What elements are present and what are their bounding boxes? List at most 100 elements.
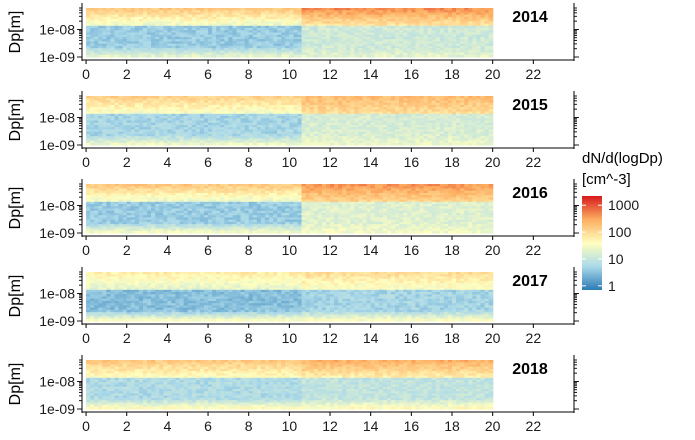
heatmap-cell: [179, 100, 185, 104]
heatmap-cell: [427, 50, 433, 54]
heatmap-cell: [90, 43, 95, 47]
heatmap-cell: [342, 122, 347, 126]
heatmap-cell: [118, 192, 124, 196]
heatmap-cell: [232, 111, 238, 115]
heatmap-cell: [159, 107, 164, 110]
heatmap-cell: [126, 215, 132, 219]
heatmap-cell: [208, 10, 213, 14]
heatmap-cell: [224, 116, 229, 119]
heatmap-cell: [118, 118, 124, 122]
heatmap-cell: [403, 21, 408, 25]
heatmap-cell: [106, 113, 112, 117]
heatmap-cell: [90, 14, 95, 18]
heatmap-cell: [167, 201, 173, 205]
x-tick-label: 6: [204, 154, 212, 170]
heatmap-cell: [472, 48, 478, 51]
heatmap-cell: [419, 107, 425, 110]
heatmap-cell: [147, 34, 152, 38]
heatmap-cell: [484, 10, 490, 14]
heatmap-cell: [171, 102, 177, 106]
heatmap-cell: [151, 102, 156, 106]
heatmap-cell: [281, 120, 286, 124]
heatmap-cell: [391, 129, 396, 133]
heatmap-cell: [183, 52, 189, 56]
heatmap-cell: [403, 120, 408, 124]
heatmap-cell: [240, 23, 246, 27]
heatmap-cell: [480, 111, 486, 115]
heatmap-cell: [159, 221, 164, 225]
heatmap-cell: [293, 34, 299, 38]
heatmap-cell: [208, 129, 213, 133]
heatmap-cell: [94, 133, 99, 137]
heatmap-cell: [435, 50, 441, 54]
heatmap-cell: [325, 107, 331, 110]
heatmap-cell: [289, 120, 295, 124]
heatmap-cell: [228, 124, 234, 128]
heatmap-cell: [163, 52, 168, 56]
heatmap-cell: [118, 142, 124, 146]
heatmap-cell: [472, 43, 478, 47]
heatmap-cell: [195, 107, 201, 110]
heatmap-cell: [354, 104, 360, 108]
heatmap-cell: [362, 120, 368, 124]
heatmap-cell: [362, 48, 368, 51]
heatmap-cell: [171, 113, 177, 117]
heatmap-cell: [431, 41, 437, 45]
heatmap-cell: [382, 23, 388, 27]
heatmap-cell: [273, 113, 278, 117]
heatmap-cell: [472, 39, 478, 43]
heatmap-cell: [423, 12, 429, 16]
heatmap-cell: [464, 96, 469, 99]
heatmap-cell: [317, 14, 323, 18]
heatmap-cell: [273, 25, 278, 29]
heatmap-cell: [142, 36, 148, 40]
heatmap-cell: [419, 48, 425, 51]
heatmap-cell: [399, 23, 404, 27]
heatmap-cell: [342, 41, 347, 45]
heatmap-cell: [382, 140, 388, 144]
heatmap-cell: [305, 28, 311, 31]
heatmap-cell: [374, 36, 380, 40]
heatmap-cell: [183, 21, 189, 25]
heatmap-cell: [167, 116, 173, 119]
heatmap-cell: [415, 118, 421, 122]
heatmap-cell: [187, 142, 193, 146]
heatmap-cell: [151, 201, 156, 205]
heatmap-cell: [452, 107, 457, 110]
heatmap-cell: [427, 124, 433, 128]
heatmap-cell: [431, 120, 437, 124]
heatmap-cell: [277, 48, 282, 51]
heatmap-cell: [244, 133, 250, 137]
heatmap-cell: [187, 41, 193, 45]
heatmap-cell: [264, 10, 270, 14]
heatmap-cell: [187, 98, 193, 102]
heatmap-cell: [313, 34, 319, 38]
heatmap-cell: [248, 133, 254, 137]
heatmap-cell: [118, 120, 124, 124]
heatmap-cell: [171, 186, 177, 190]
heatmap-cell: [358, 96, 364, 99]
heatmap-cell: [130, 204, 136, 207]
heatmap-cell: [488, 100, 494, 104]
heatmap-cell: [386, 39, 392, 43]
heatmap-cell: [419, 140, 425, 144]
heatmap-cell: [472, 96, 478, 99]
heatmap-cell: [212, 131, 217, 135]
heatmap-cell: [94, 118, 99, 122]
heatmap-cell: [130, 136, 136, 139]
heatmap-cell: [264, 28, 270, 31]
heatmap-cell: [134, 19, 140, 22]
heatmap-cell: [155, 118, 160, 122]
heatmap-cell: [183, 100, 189, 104]
heatmap-cell: [476, 102, 482, 106]
heatmap-cell: [256, 23, 262, 27]
heatmap-cell: [281, 129, 286, 133]
heatmap-cell: [260, 127, 266, 131]
heatmap-cell: [362, 136, 368, 139]
heatmap-cell: [159, 98, 164, 102]
heatmap-cell: [403, 111, 408, 115]
heatmap-cell: [293, 43, 299, 47]
heatmap-cell: [163, 210, 168, 214]
heatmap-cell: [199, 39, 205, 43]
